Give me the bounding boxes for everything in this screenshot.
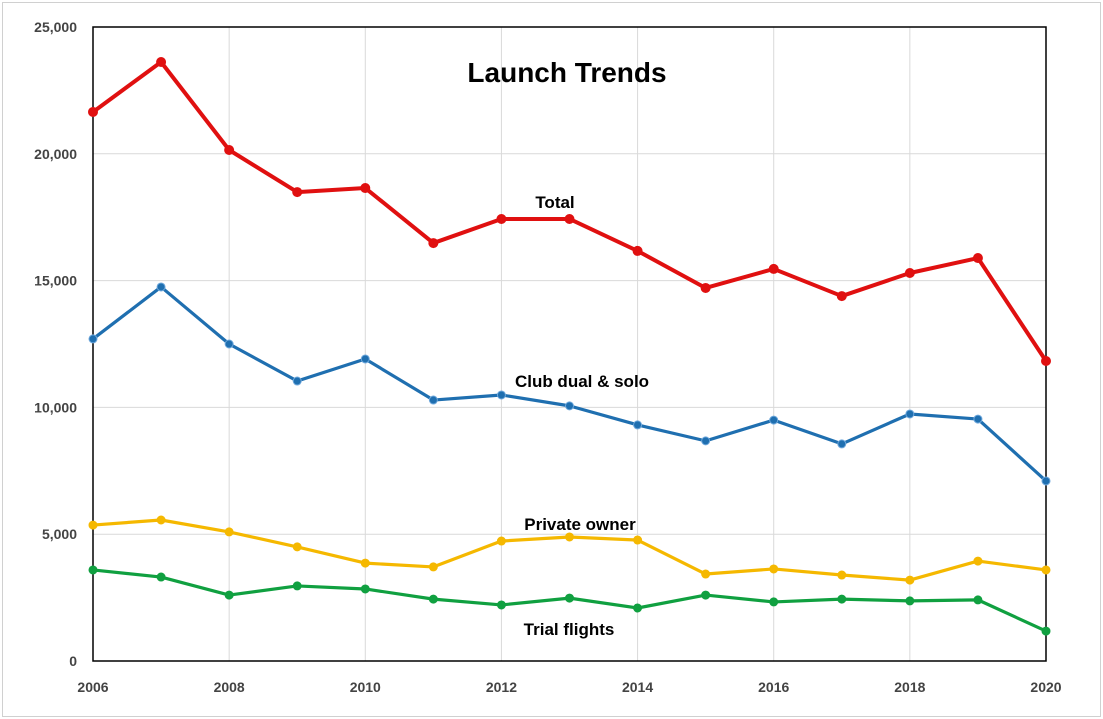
data-point: [360, 558, 370, 568]
x-tick-label: 2016: [758, 679, 789, 695]
data-point: [837, 439, 847, 449]
data-point: [905, 575, 915, 585]
x-tick-label: 2006: [77, 679, 108, 695]
x-tick-label: 2014: [622, 679, 653, 695]
plot-area: [92, 26, 1047, 662]
data-point: [428, 562, 438, 572]
data-point: [156, 56, 167, 67]
data-point: [768, 263, 779, 274]
series-label: Trial flights: [524, 620, 615, 639]
data-point: [904, 267, 915, 278]
data-point: [224, 339, 234, 349]
data-point: [156, 515, 166, 525]
data-point: [633, 603, 643, 613]
data-point: [565, 593, 574, 603]
data-point: [836, 291, 847, 302]
data-point: [700, 282, 711, 293]
data-point: [292, 581, 302, 591]
data-point: [565, 401, 574, 411]
series-label: Club dual & solo: [515, 372, 649, 391]
data-point: [224, 144, 235, 155]
data-point: [496, 213, 507, 224]
data-point: [292, 542, 302, 552]
data-point: [360, 584, 370, 594]
data-point: [292, 376, 302, 386]
data-point: [360, 354, 370, 364]
y-tick-label: 15,000: [34, 273, 77, 289]
data-point: [769, 564, 779, 574]
data-point: [1041, 565, 1051, 575]
y-tick-label: 25,000: [34, 19, 77, 35]
data-point: [224, 527, 234, 537]
chart-title: Launch Trends: [467, 57, 666, 88]
x-tick-label: 2012: [486, 679, 517, 695]
data-point: [1041, 355, 1051, 366]
y-tick-label: 0: [69, 653, 77, 669]
data-point: [496, 536, 506, 546]
data-point: [88, 520, 98, 530]
data-point: [496, 600, 506, 610]
data-point: [565, 532, 574, 542]
data-point: [633, 535, 643, 545]
y-tick-label: 5,000: [42, 526, 77, 542]
data-point: [837, 594, 847, 604]
data-point: [632, 245, 643, 256]
data-point: [1041, 626, 1051, 636]
data-point: [1041, 476, 1051, 486]
data-point: [905, 409, 915, 419]
data-point: [701, 590, 711, 600]
x-tick-label: 2010: [350, 679, 381, 695]
data-point: [769, 415, 779, 425]
series-label: Total: [535, 193, 574, 212]
data-point: [88, 565, 98, 575]
data-point: [496, 390, 506, 400]
data-point: [905, 596, 915, 606]
data-point: [701, 436, 711, 446]
data-point: [88, 106, 98, 117]
data-point: [428, 594, 438, 604]
data-point: [360, 183, 371, 194]
data-point: [973, 556, 983, 566]
y-tick-label: 20,000: [34, 146, 77, 162]
data-point: [973, 414, 983, 424]
data-point: [156, 572, 166, 582]
data-point: [88, 334, 98, 344]
data-point: [837, 570, 847, 580]
y-tick-label: 10,000: [34, 399, 77, 415]
data-point: [428, 238, 439, 249]
data-point: [428, 395, 438, 405]
x-tick-label: 2008: [214, 679, 245, 695]
data-point: [769, 597, 779, 607]
x-tick-label: 2020: [1030, 679, 1061, 695]
data-point: [701, 569, 711, 579]
data-point: [224, 590, 234, 600]
data-point: [972, 253, 983, 264]
series-label: Private owner: [524, 515, 636, 534]
x-tick-label: 2018: [894, 679, 925, 695]
data-point: [564, 213, 575, 224]
data-point: [292, 187, 303, 198]
data-point: [633, 420, 643, 430]
data-point: [973, 595, 983, 605]
data-point: [156, 282, 166, 292]
